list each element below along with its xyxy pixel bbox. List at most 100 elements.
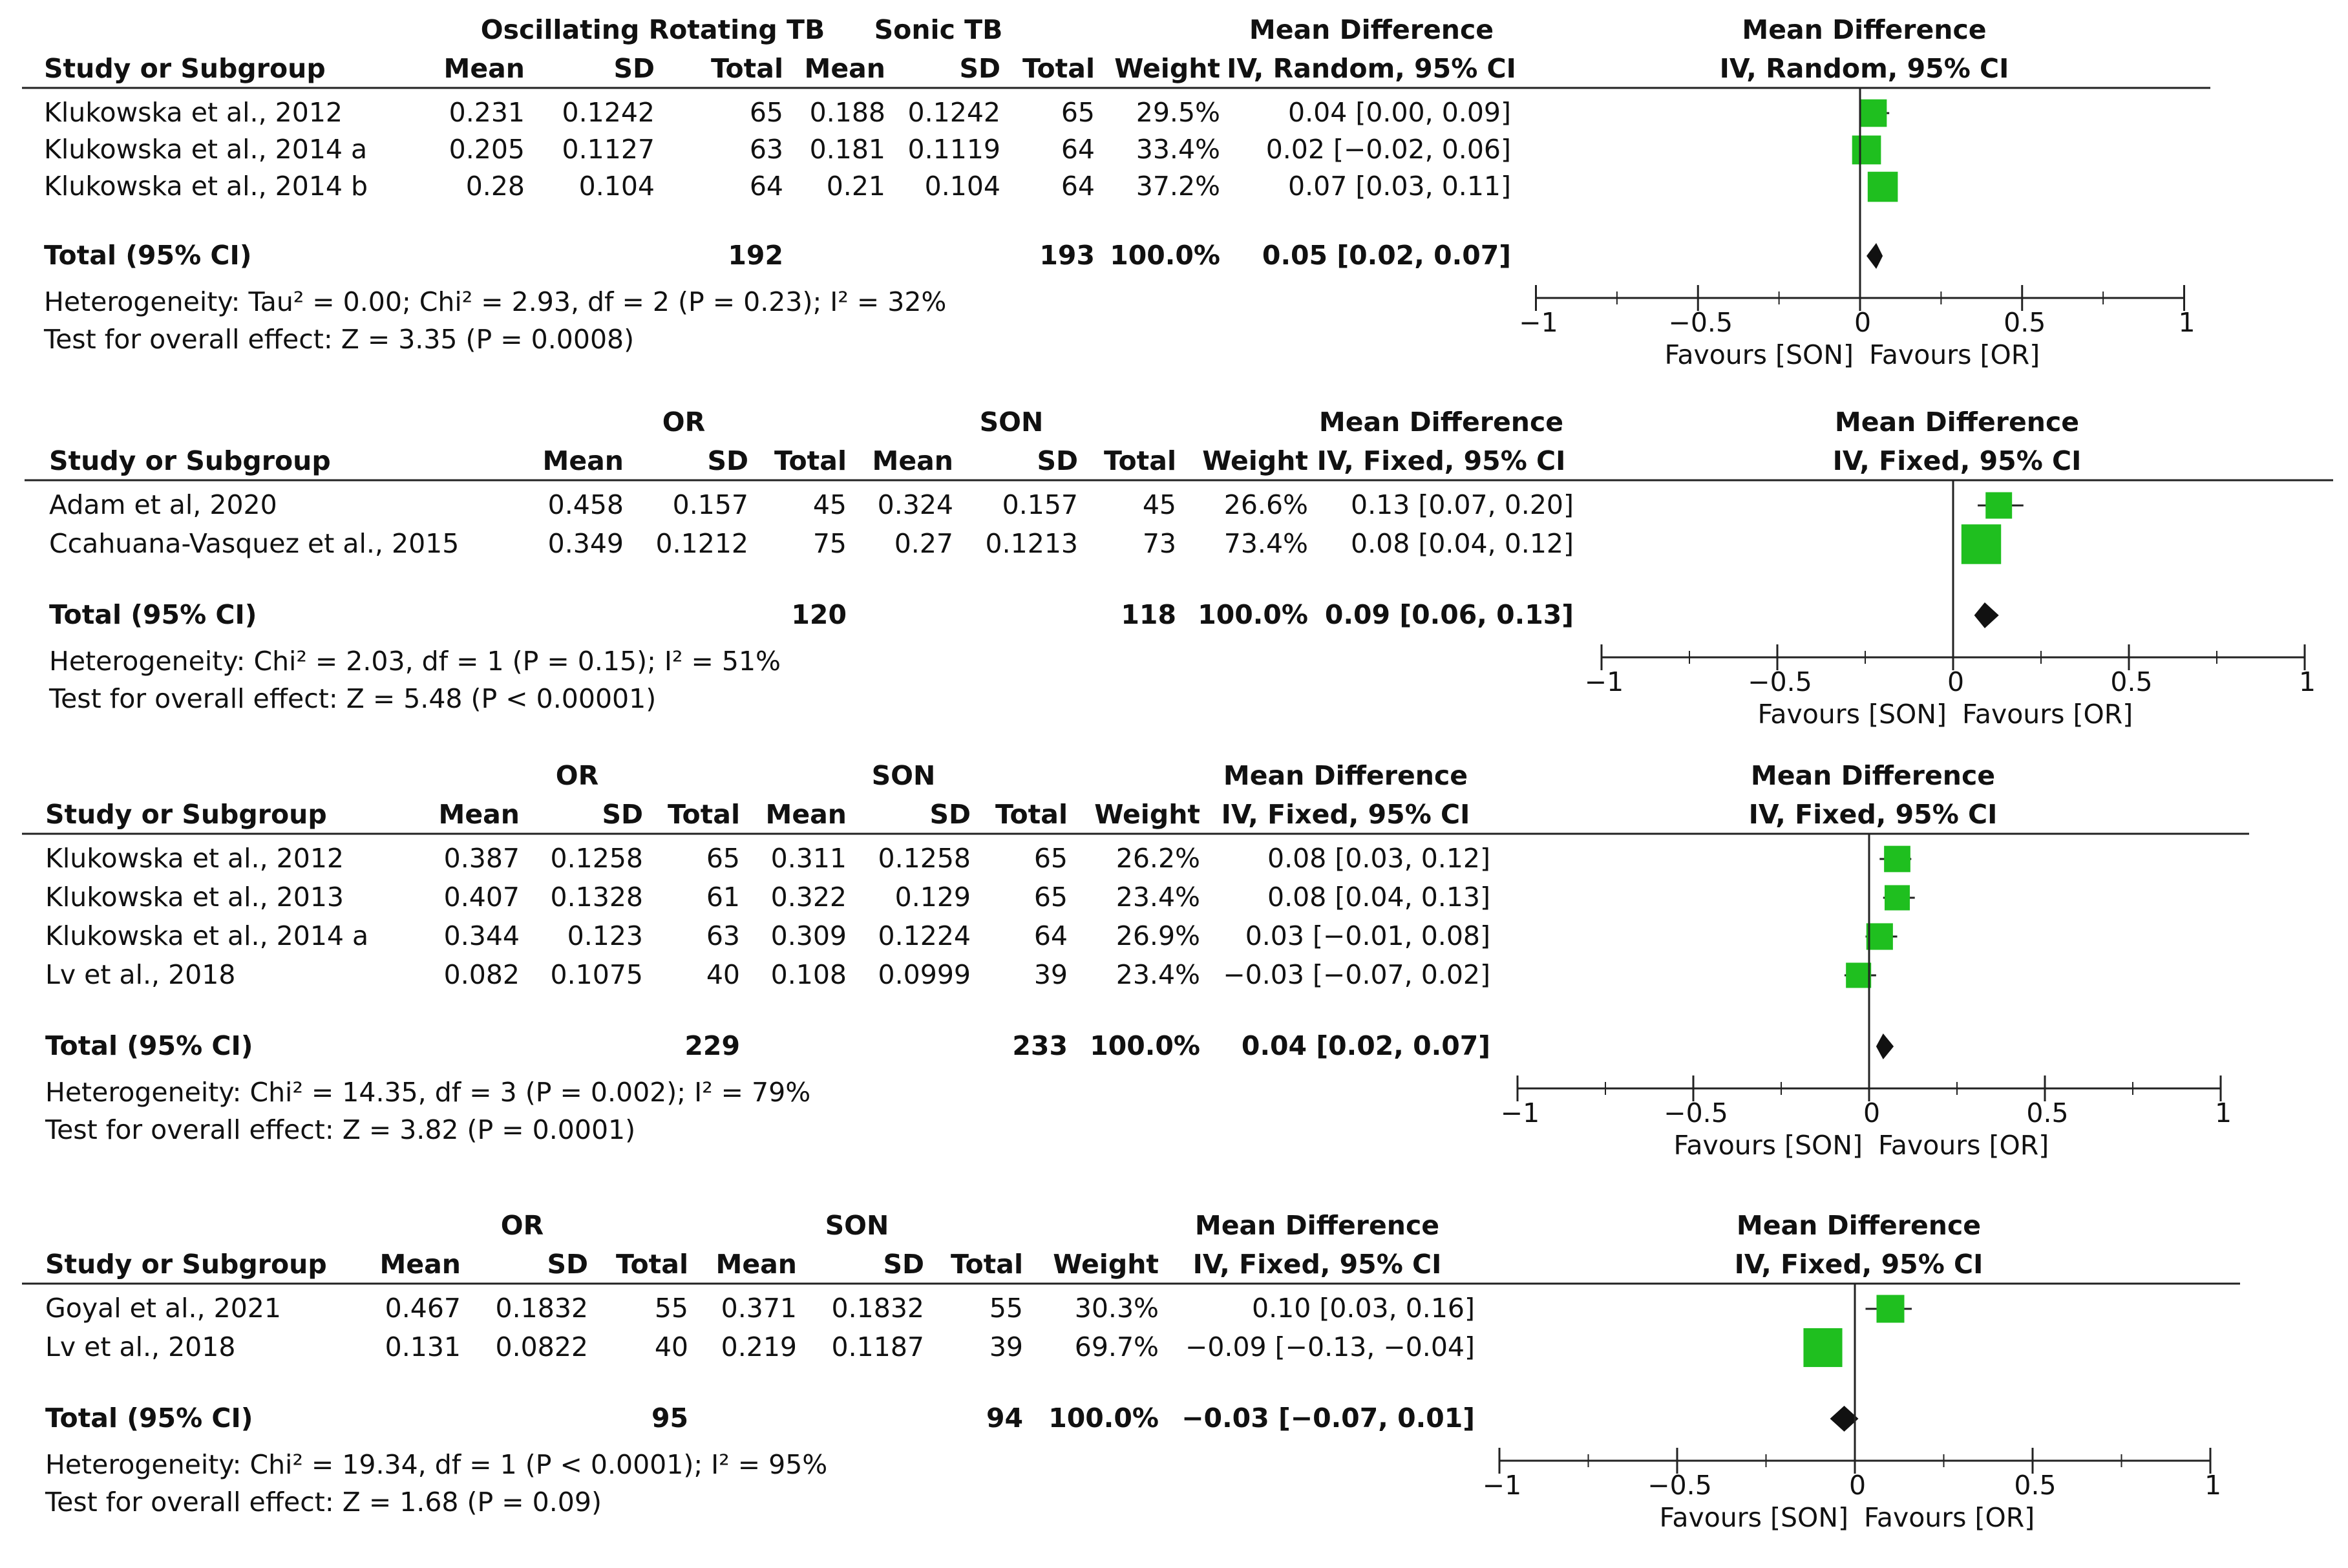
overall-effect-text: Test for overall effect: Z = 3.82 (P = 0… [45,1114,635,1145]
study-mean-a: 0.205 [449,134,525,165]
group-a-label: OR [662,407,705,438]
header-total-b: Total [1104,445,1176,476]
study-sd-a: 0.1075 [551,959,643,990]
md-title-plot: Mean Difference [1751,760,1995,791]
study-sd-b: 0.157 [1002,489,1078,520]
x-axis-tick-label: 0.5 [2004,307,2046,338]
total-n-b: 118 [1121,599,1176,630]
study-sd-b: 0.104 [925,171,1000,202]
total-md-ci: 0.09 [0.06, 0.13] [1325,599,1574,630]
forest-panel-3: OR SON Mean Difference Mean Difference Study… [22,760,2249,1161]
pooled-effect-diamond [1867,243,1883,269]
study-total-a: 65 [706,843,740,874]
study-name: Adam et al, 2020 [49,489,277,520]
header-md-method-plot: IV, Fixed, 95% CI [1833,445,2082,476]
pooled-effect-diamond [1876,1033,1894,1059]
study-effect-marker [1885,885,1910,911]
study-name: Klukowska et al., 2013 [45,882,344,913]
study-name: Lv et al., 2018 [45,959,235,990]
study-weight: 37.2% [1136,171,1220,202]
header-study: Study or Subgroup [49,445,331,476]
study-sd-b: 0.1242 [908,97,1000,128]
study-weight: 26.6% [1224,489,1308,520]
study-sd-a: 0.1127 [562,134,655,165]
group-a-label: OR [501,1210,544,1241]
header-weight: Weight [1114,53,1220,84]
study-effect-marker [1852,135,1881,165]
study-mean-a: 0.082 [444,959,520,990]
group-b-label: SON [825,1210,889,1241]
total-n-a: 192 [728,240,783,271]
header-weight: Weight [1053,1249,1159,1280]
total-label: Total (95% CI) [49,599,257,630]
study-total-b: 64 [1061,134,1095,165]
study-mean-a: 0.231 [449,97,525,128]
x-axis-tick-label: −1 [1501,1097,1539,1128]
study-effect-marker [1867,171,1898,202]
header-mean-a: Mean [380,1249,461,1280]
study-total-a: 45 [813,489,847,520]
header-total-b: Total [1022,53,1095,84]
study-total-a: 75 [813,528,847,559]
forest-panel-2: OR SON Mean Difference Mean Difference Study… [25,407,2333,730]
heterogeneity-text: Heterogeneity: Tau² = 0.00; Chi² = 2.93,… [44,286,946,317]
overall-effect-text: Test for overall effect: Z = 1.68 (P = 0… [45,1487,602,1518]
study-name: Lv et al., 2018 [45,1331,235,1362]
study-md-ci: 0.07 [0.03, 0.11] [1288,171,1511,202]
study-mean-b: 0.219 [721,1331,797,1362]
total-n-a: 95 [651,1403,688,1434]
study-effect-marker [1985,492,2013,519]
header-mean-a: Mean [444,53,525,84]
forest-panel-1: Oscillating Rotating TB Sonic TB Mean Diff… [22,14,2210,370]
header-weight: Weight [1202,445,1308,476]
header-sd-b: SD [959,53,1000,84]
study-total-a: 63 [750,134,783,165]
favours-right-label: Favours [OR] [1869,339,2040,370]
total-n-b: 193 [1039,240,1095,271]
total-label: Total (95% CI) [45,1030,253,1061]
study-sd-a: 0.1832 [496,1293,588,1324]
study-weight: 26.9% [1116,920,1200,951]
header-sd-a: SD [613,53,655,84]
total-n-b: 233 [1012,1030,1068,1061]
study-sd-a: 0.1242 [562,97,655,128]
total-weight: 100.0% [1090,1030,1200,1061]
study-total-a: 65 [750,97,783,128]
study-sd-b: 0.129 [895,882,971,913]
header-mean-b: Mean [716,1249,797,1280]
md-title-plot: Mean Difference [1835,407,2079,438]
header-sd-b: SD [929,799,971,830]
study-mean-a: 0.344 [444,920,520,951]
study-md-ci: −0.09 [−0.13, −0.04] [1185,1331,1475,1362]
header-total-a: Total [668,799,740,830]
study-effect-marker [1961,524,2002,564]
study-total-a: 64 [750,171,783,202]
study-name: Klukowska et al., 2014 b [44,171,368,202]
study-sd-a: 0.157 [673,489,748,520]
x-axis-tick-label: 1 [2215,1097,2232,1128]
pooled-effect-diamond [1974,602,1999,628]
header-mean-a: Mean [439,799,520,830]
total-n-b: 94 [986,1403,1023,1434]
study-weight: 73.4% [1224,528,1308,559]
header-mean-b: Mean [873,445,953,476]
study-effect-marker [1884,845,1910,873]
x-axis-tick-label: 0 [1947,666,1964,697]
favours-right-label: Favours [OR] [1864,1502,2035,1533]
x-axis-tick-label: −0.5 [1748,666,1812,697]
study-sd-a: 0.1212 [656,528,748,559]
study-weight: 69.7% [1075,1331,1159,1362]
study-total-b: 64 [1061,171,1095,202]
study-sd-a: 0.104 [579,171,655,202]
study-sd-b: 0.1224 [878,920,971,951]
study-md-ci: −0.03 [−0.07, 0.02] [1223,959,1490,990]
study-sd-b: 0.0999 [878,959,971,990]
study-weight: 23.4% [1116,882,1200,913]
x-axis-tick-label: 0 [1849,1470,1866,1501]
heterogeneity-text: Heterogeneity: Chi² = 19.34, df = 1 (P <… [45,1449,827,1480]
heterogeneity-text: Heterogeneity: Chi² = 2.03, df = 1 (P = … [49,646,781,677]
study-sd-b: 0.1832 [832,1293,924,1324]
study-mean-a: 0.28 [466,171,525,202]
x-axis-tick-label: −0.5 [1647,1470,1712,1501]
header-md-method-plot: IV, Fixed, 95% CI [1735,1249,1983,1280]
